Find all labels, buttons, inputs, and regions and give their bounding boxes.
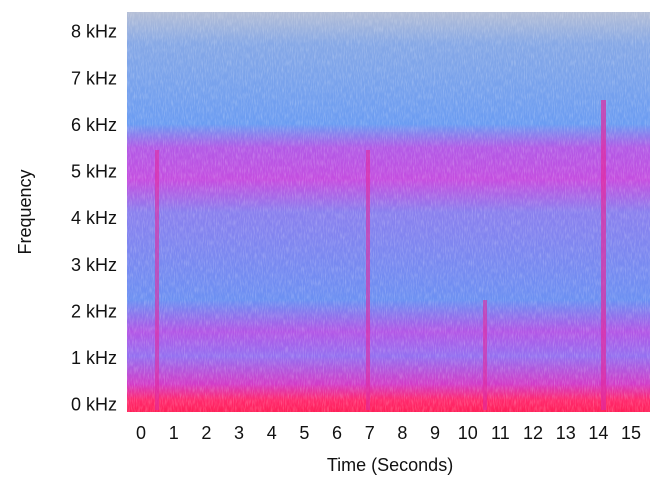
y-axis-label: Frequency	[15, 169, 35, 254]
x-tick-label: 14	[588, 423, 608, 443]
y-tick-label: 1 kHz	[71, 348, 117, 368]
x-tick-label: 4	[267, 423, 277, 443]
x-tick-label: 13	[556, 423, 576, 443]
y-tick-label: 3 kHz	[71, 255, 117, 275]
spectrogram	[127, 12, 650, 412]
x-tick-label: 9	[430, 423, 440, 443]
x-tick-label: 10	[458, 423, 478, 443]
y-tick-label: 6 kHz	[71, 115, 117, 135]
y-tick-label: 4 kHz	[71, 208, 117, 228]
onset-streak	[155, 150, 159, 410]
y-tick-label: 8 kHz	[71, 22, 117, 42]
x-axis-label: Time (Seconds)	[327, 455, 453, 475]
onset-streak	[366, 150, 370, 410]
x-tick-label: 11	[491, 423, 510, 443]
x-tick-label: 8	[397, 423, 407, 443]
x-tick-label: 3	[234, 423, 244, 443]
y-tick-label: 2 kHz	[71, 301, 117, 321]
x-tick-label: 6	[332, 423, 342, 443]
y-tick-label: 0 kHz	[71, 395, 117, 415]
y-tick-label: 5 kHz	[71, 162, 117, 182]
x-tick-label: 7	[365, 423, 375, 443]
x-tick-label: 15	[621, 423, 641, 443]
x-tick-label: 12	[523, 423, 543, 443]
spectrogram-texture	[127, 12, 650, 412]
x-tick-label: 0	[136, 423, 146, 443]
onset-streak	[601, 100, 606, 410]
x-tick-label: 5	[299, 423, 309, 443]
y-tick-label: 7 kHz	[71, 68, 117, 88]
x-tick-label: 2	[201, 423, 211, 443]
onset-streak	[483, 300, 487, 410]
x-tick-label: 1	[169, 423, 179, 443]
